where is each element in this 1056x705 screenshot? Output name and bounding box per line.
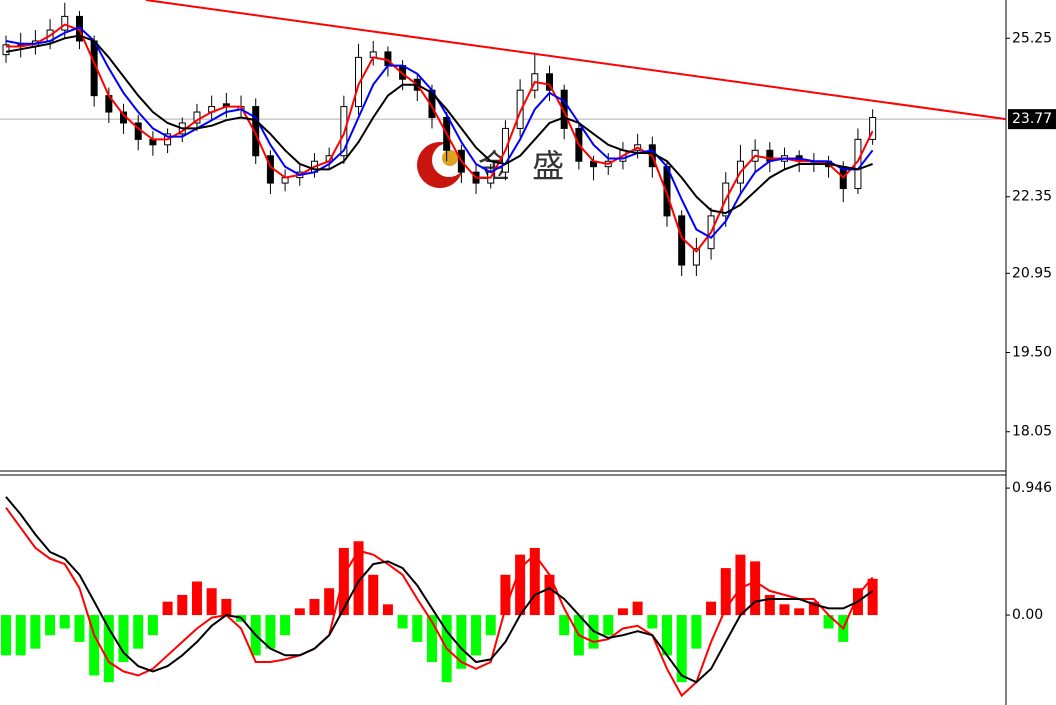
histogram-bar — [515, 554, 526, 616]
histogram-bar — [676, 615, 687, 683]
histogram-bar — [59, 615, 70, 629]
histogram-bar — [397, 615, 408, 629]
histogram-bar — [309, 598, 320, 616]
histogram-bar — [794, 608, 805, 616]
histogram-bar — [823, 615, 834, 629]
histogram-bar — [133, 615, 144, 649]
histogram-bar — [720, 568, 731, 616]
histogram-bar — [750, 561, 761, 616]
histogram-bar — [544, 574, 555, 616]
histogram-bar — [368, 574, 379, 616]
histogram-bar — [867, 578, 878, 616]
y-tick-label: 19.50 — [1012, 345, 1052, 361]
histogram-bar — [764, 594, 775, 616]
histogram-bar — [426, 615, 437, 663]
histogram-bar — [456, 615, 467, 669]
moving-average — [5, 34, 873, 215]
histogram-bar — [471, 615, 482, 656]
candle-body — [560, 89, 568, 129]
histogram-bar — [338, 547, 349, 616]
histogram-bar — [162, 601, 173, 616]
candle-body — [61, 15, 69, 31]
histogram-bar — [735, 554, 746, 616]
candle-body — [869, 117, 877, 140]
candle-body — [516, 89, 524, 129]
histogram-bar — [779, 604, 790, 616]
histogram-bar — [691, 615, 702, 649]
histogram-bar — [177, 594, 188, 616]
histogram-bar — [103, 615, 114, 683]
moving-average — [6, 23, 874, 253]
candle-body — [252, 106, 260, 157]
histogram-bar — [89, 615, 100, 676]
histogram-bar — [45, 615, 56, 636]
histogram-bar — [485, 615, 496, 636]
trendline — [145, 0, 1007, 121]
y-tick-label: 20.95 — [1012, 265, 1052, 281]
histogram-bar — [661, 615, 672, 656]
macd-line — [5, 496, 874, 684]
candle-body — [2, 44, 10, 56]
histogram-bar — [221, 598, 232, 616]
candle-body — [355, 56, 363, 108]
histogram-bar — [632, 601, 643, 616]
histogram-bar — [15, 615, 26, 656]
histogram-bar — [294, 608, 305, 616]
histogram-bar — [1, 615, 12, 656]
histogram-bar — [808, 601, 819, 616]
histogram-bar — [382, 604, 393, 616]
histogram-bar — [206, 588, 217, 616]
candle-body — [692, 248, 700, 266]
last-price-box — [1008, 109, 1056, 130]
logo-coin — [442, 150, 458, 166]
histogram-bar — [30, 615, 41, 649]
y-tick-label: 25.25 — [1012, 30, 1052, 46]
histogram-bar — [617, 608, 628, 616]
histogram-bar — [280, 615, 291, 636]
histogram-bar — [559, 615, 570, 636]
histogram-bar — [647, 615, 658, 629]
y-tick-label: 0.946 — [1012, 480, 1052, 496]
histogram-bar — [324, 588, 335, 616]
y-tick-label: 18.05 — [1012, 424, 1052, 440]
histogram-bar — [412, 615, 423, 642]
y-tick-label: 0.00 — [1012, 607, 1043, 623]
histogram-bar — [706, 601, 717, 616]
histogram-bar — [147, 615, 158, 636]
histogram-bar — [265, 615, 276, 649]
histogram-bar — [603, 615, 614, 636]
histogram-bar — [191, 581, 202, 616]
histogram-bar — [118, 615, 129, 663]
histogram-bar — [74, 615, 85, 642]
histogram-bar — [353, 541, 364, 616]
y-tick-label: 22.35 — [1012, 189, 1052, 205]
candle-body — [766, 149, 774, 162]
histogram-bar — [500, 574, 511, 616]
last-price-label: 23.77 — [1012, 111, 1052, 127]
histogram-bar — [529, 547, 540, 616]
candle-body — [545, 73, 553, 91]
